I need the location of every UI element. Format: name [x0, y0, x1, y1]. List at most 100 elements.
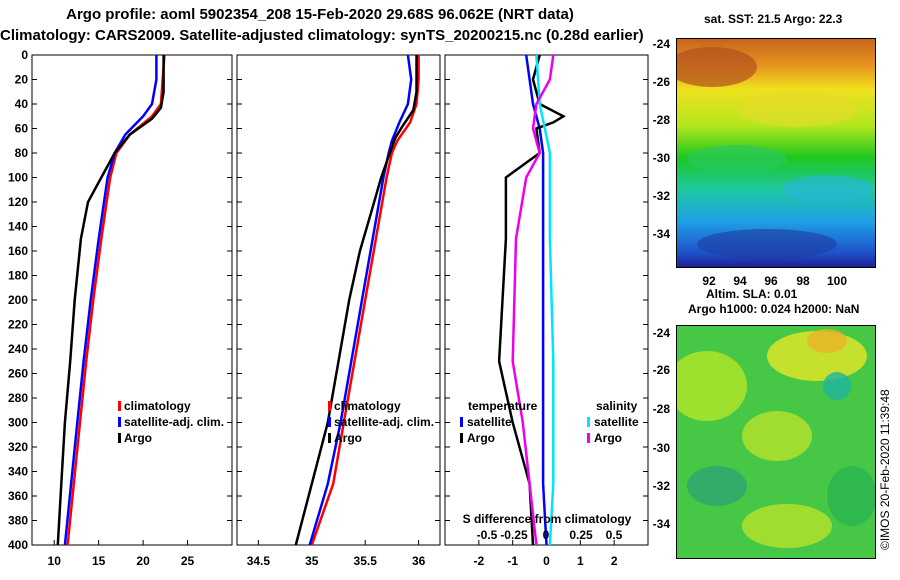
y-tick-label: 60: [15, 122, 29, 136]
y-tick-label: 200: [8, 293, 28, 307]
y-tick-label: 0: [21, 48, 28, 62]
sla-lat-label: -32: [653, 479, 671, 493]
legend-title-salinity: salinity: [596, 399, 638, 413]
legend-swatch: [460, 433, 463, 443]
legend-swatch: [118, 433, 121, 443]
sst-lon-label: 98: [796, 274, 810, 288]
sla-lat-label: -34: [653, 517, 671, 531]
x-tick-label: 10: [48, 554, 62, 568]
legend-label: Argo: [467, 431, 495, 445]
x-tick-label: 15: [92, 554, 106, 568]
credit-text: ©IMOS 20-Feb-2020 11:39:48: [878, 389, 892, 550]
y-tick-label: 360: [8, 489, 28, 503]
sst-lat-label: -24: [653, 37, 671, 51]
sst-lat-label: -30: [653, 151, 671, 165]
x-tick-label: 34.5: [247, 554, 271, 568]
y-tick-label: 220: [8, 318, 28, 332]
x-tick-label-salinity-diff: 0.5: [606, 528, 623, 542]
sst-lon-label: 94: [733, 274, 747, 288]
x-tick-label-salinity-diff: -0.5: [477, 528, 498, 542]
sst-lon-label: 96: [764, 274, 778, 288]
y-tick-label: 320: [8, 440, 28, 454]
y-tick-label: 100: [8, 171, 28, 185]
sst-lat-label: -26: [653, 75, 671, 89]
sst-lon-label: 100: [827, 274, 847, 288]
y-tick-label: 80: [15, 146, 29, 160]
sla-lat-label: -24: [653, 326, 671, 340]
x-tick-label: 20: [136, 554, 150, 568]
x-tick-label: 35.5: [354, 554, 378, 568]
series-line-argo: [294, 55, 418, 546]
chart-title: Argo profile: aoml 5902354_208 15-Feb-20…: [66, 6, 574, 23]
plot-frame-salinity: [236, 54, 441, 546]
x-tick-label: 1: [577, 554, 584, 568]
series-line-temperature-argo: [497, 54, 566, 546]
x-tick-label-salinity-diff: 0: [543, 528, 550, 542]
x-tick-label: -1: [507, 554, 518, 568]
warm-patch: [677, 47, 757, 87]
sst-lat-label: -28: [653, 113, 671, 127]
chart-subtitle: Climatology: CARS2009. Satellite-adjuste…: [0, 27, 644, 44]
legend-swatch: [460, 417, 463, 427]
series-line-argo: [56, 55, 165, 546]
x-tick-label: 25: [181, 554, 195, 568]
y-tick-label: 40: [15, 97, 29, 111]
sla-lat-label: -30: [653, 441, 671, 455]
legend-label: Argo: [124, 431, 152, 445]
legend-swatch: [328, 417, 331, 427]
y-tick-label: 20: [15, 73, 29, 87]
legend-title-temperature: temperature: [468, 399, 538, 413]
series-line-temperature-satellite: [524, 54, 548, 546]
x-tick-label: 35: [305, 554, 319, 568]
x-tick-label-salinity-diff: -0.25: [500, 528, 528, 542]
series-line-climatology: [66, 54, 166, 546]
legend-swatch: [587, 433, 590, 443]
series-line-satellite-adj-clim-: [308, 54, 413, 546]
h-title: Argo h1000: 0.024 h2000: NaN: [688, 302, 860, 316]
x-axis-label: S difference from climatology: [463, 512, 632, 526]
series-line-salinity-argo: [511, 54, 555, 546]
legend-label: satellite-adj. clim.: [124, 415, 224, 429]
x-tick-label: 36: [412, 554, 426, 568]
y-tick-label: 280: [8, 391, 28, 405]
x-tick-label: 0: [543, 554, 550, 568]
x-tick-label-salinity-diff: 0.25: [569, 528, 593, 542]
sst-map: [676, 38, 876, 268]
y-tick-label: 400: [8, 538, 28, 552]
legend-label: satellite-adj. clim.: [334, 415, 434, 429]
sla-lat-label: -26: [653, 363, 671, 377]
y-tick-label: 380: [8, 514, 28, 528]
legend-label: climatology: [124, 399, 191, 413]
x-tick-label: -2: [473, 554, 484, 568]
y-tick-label: 140: [8, 220, 28, 234]
y-tick-label: 120: [8, 195, 28, 209]
legend-swatch: [328, 401, 331, 411]
series-line-salinity-satellite: [535, 54, 555, 546]
y-tick-label: 240: [8, 342, 28, 356]
sla-map: [676, 325, 876, 559]
legend-label: satellite: [467, 415, 512, 429]
legend-label: satellite: [594, 415, 639, 429]
sla-lat-label: -28: [653, 402, 671, 416]
series-line-satellite-adj-clim-: [63, 55, 158, 546]
sst-lon-label: 92: [702, 274, 716, 288]
y-tick-label: 260: [8, 367, 28, 381]
sst-lat-label: -32: [653, 189, 671, 203]
legend-label: Argo: [594, 431, 622, 445]
plot-frame-difference: [444, 54, 649, 546]
x-tick-label: 2: [611, 554, 618, 568]
legend-swatch: [118, 401, 121, 411]
legend-swatch: [587, 417, 590, 427]
legend-swatch: [118, 417, 121, 427]
y-tick-label: 340: [8, 465, 28, 479]
legend-swatch: [328, 433, 331, 443]
sst-lat-label: -34: [653, 227, 671, 241]
y-tick-label: 300: [8, 416, 28, 430]
sla-title: Altim. SLA: 0.01: [706, 287, 798, 301]
series-line-climatology: [310, 55, 420, 546]
y-tick-label: 180: [8, 269, 28, 283]
y-tick-label: 160: [8, 244, 28, 258]
sst-title: sat. SST: 21.5 Argo: 22.3: [704, 12, 843, 26]
legend-label: climatology: [334, 399, 401, 413]
legend-label: Argo: [334, 431, 362, 445]
